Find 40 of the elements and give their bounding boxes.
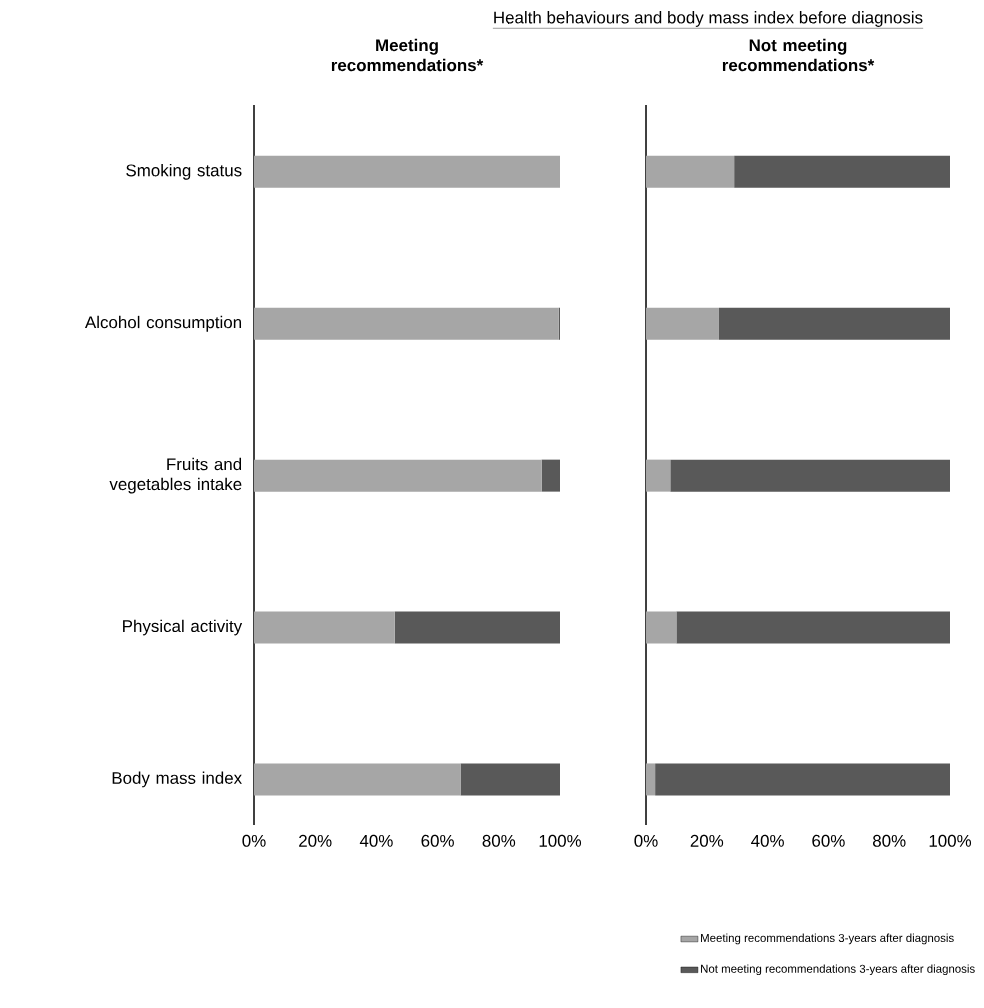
bar — [646, 155, 735, 188]
bar — [254, 307, 559, 340]
y-tick-label: Physical activity — [123, 619, 243, 636]
x-tick-label: 80% — [482, 834, 516, 847]
x-tick-label: 20% — [690, 834, 724, 847]
bar — [541, 459, 560, 492]
x-tick-label: 0% — [242, 834, 266, 847]
bar — [394, 611, 560, 644]
y-tick-label: Body mass index — [112, 771, 242, 788]
x-tick-label: 40% — [751, 834, 784, 847]
legend-label: Meeting recommendations 3-years after diagnosis — [701, 933, 954, 945]
bar — [646, 307, 719, 340]
chart-title: Not meeting recommendations* — [722, 38, 875, 72]
bar — [734, 155, 951, 188]
chart-title: Meeting recommendations* — [331, 38, 484, 72]
legend-label: Not meeting recommendations 3-years after diagnosis — [701, 964, 975, 976]
y-tick-label: Smoking status — [126, 163, 242, 180]
x-tick-label: 0% — [634, 834, 658, 847]
bar — [718, 307, 951, 340]
bar — [655, 763, 951, 796]
bar — [676, 611, 951, 644]
bar — [254, 155, 560, 188]
bar — [646, 459, 671, 492]
bar — [670, 459, 951, 492]
x-tick-label: 60% — [421, 834, 454, 847]
x-tick-label: 100% — [929, 834, 972, 847]
bar — [646, 611, 677, 644]
x-tick-label: 80% — [872, 834, 906, 847]
x-tick-label: 60% — [812, 834, 845, 847]
x-tick-label: 100% — [539, 834, 582, 847]
bar — [460, 763, 560, 796]
y-tick-label: Alcohol consumption — [84, 315, 242, 332]
text: Health behaviours and body mass index before diagnosis — [494, 11, 923, 27]
x-tick-label: 20% — [299, 834, 332, 847]
bar — [254, 763, 461, 796]
bar — [254, 611, 395, 644]
y-tick-label: Fruits and vegetables intake — [109, 457, 242, 494]
bar — [254, 459, 542, 492]
x-tick-label: 40% — [359, 834, 393, 847]
bar — [646, 763, 656, 796]
